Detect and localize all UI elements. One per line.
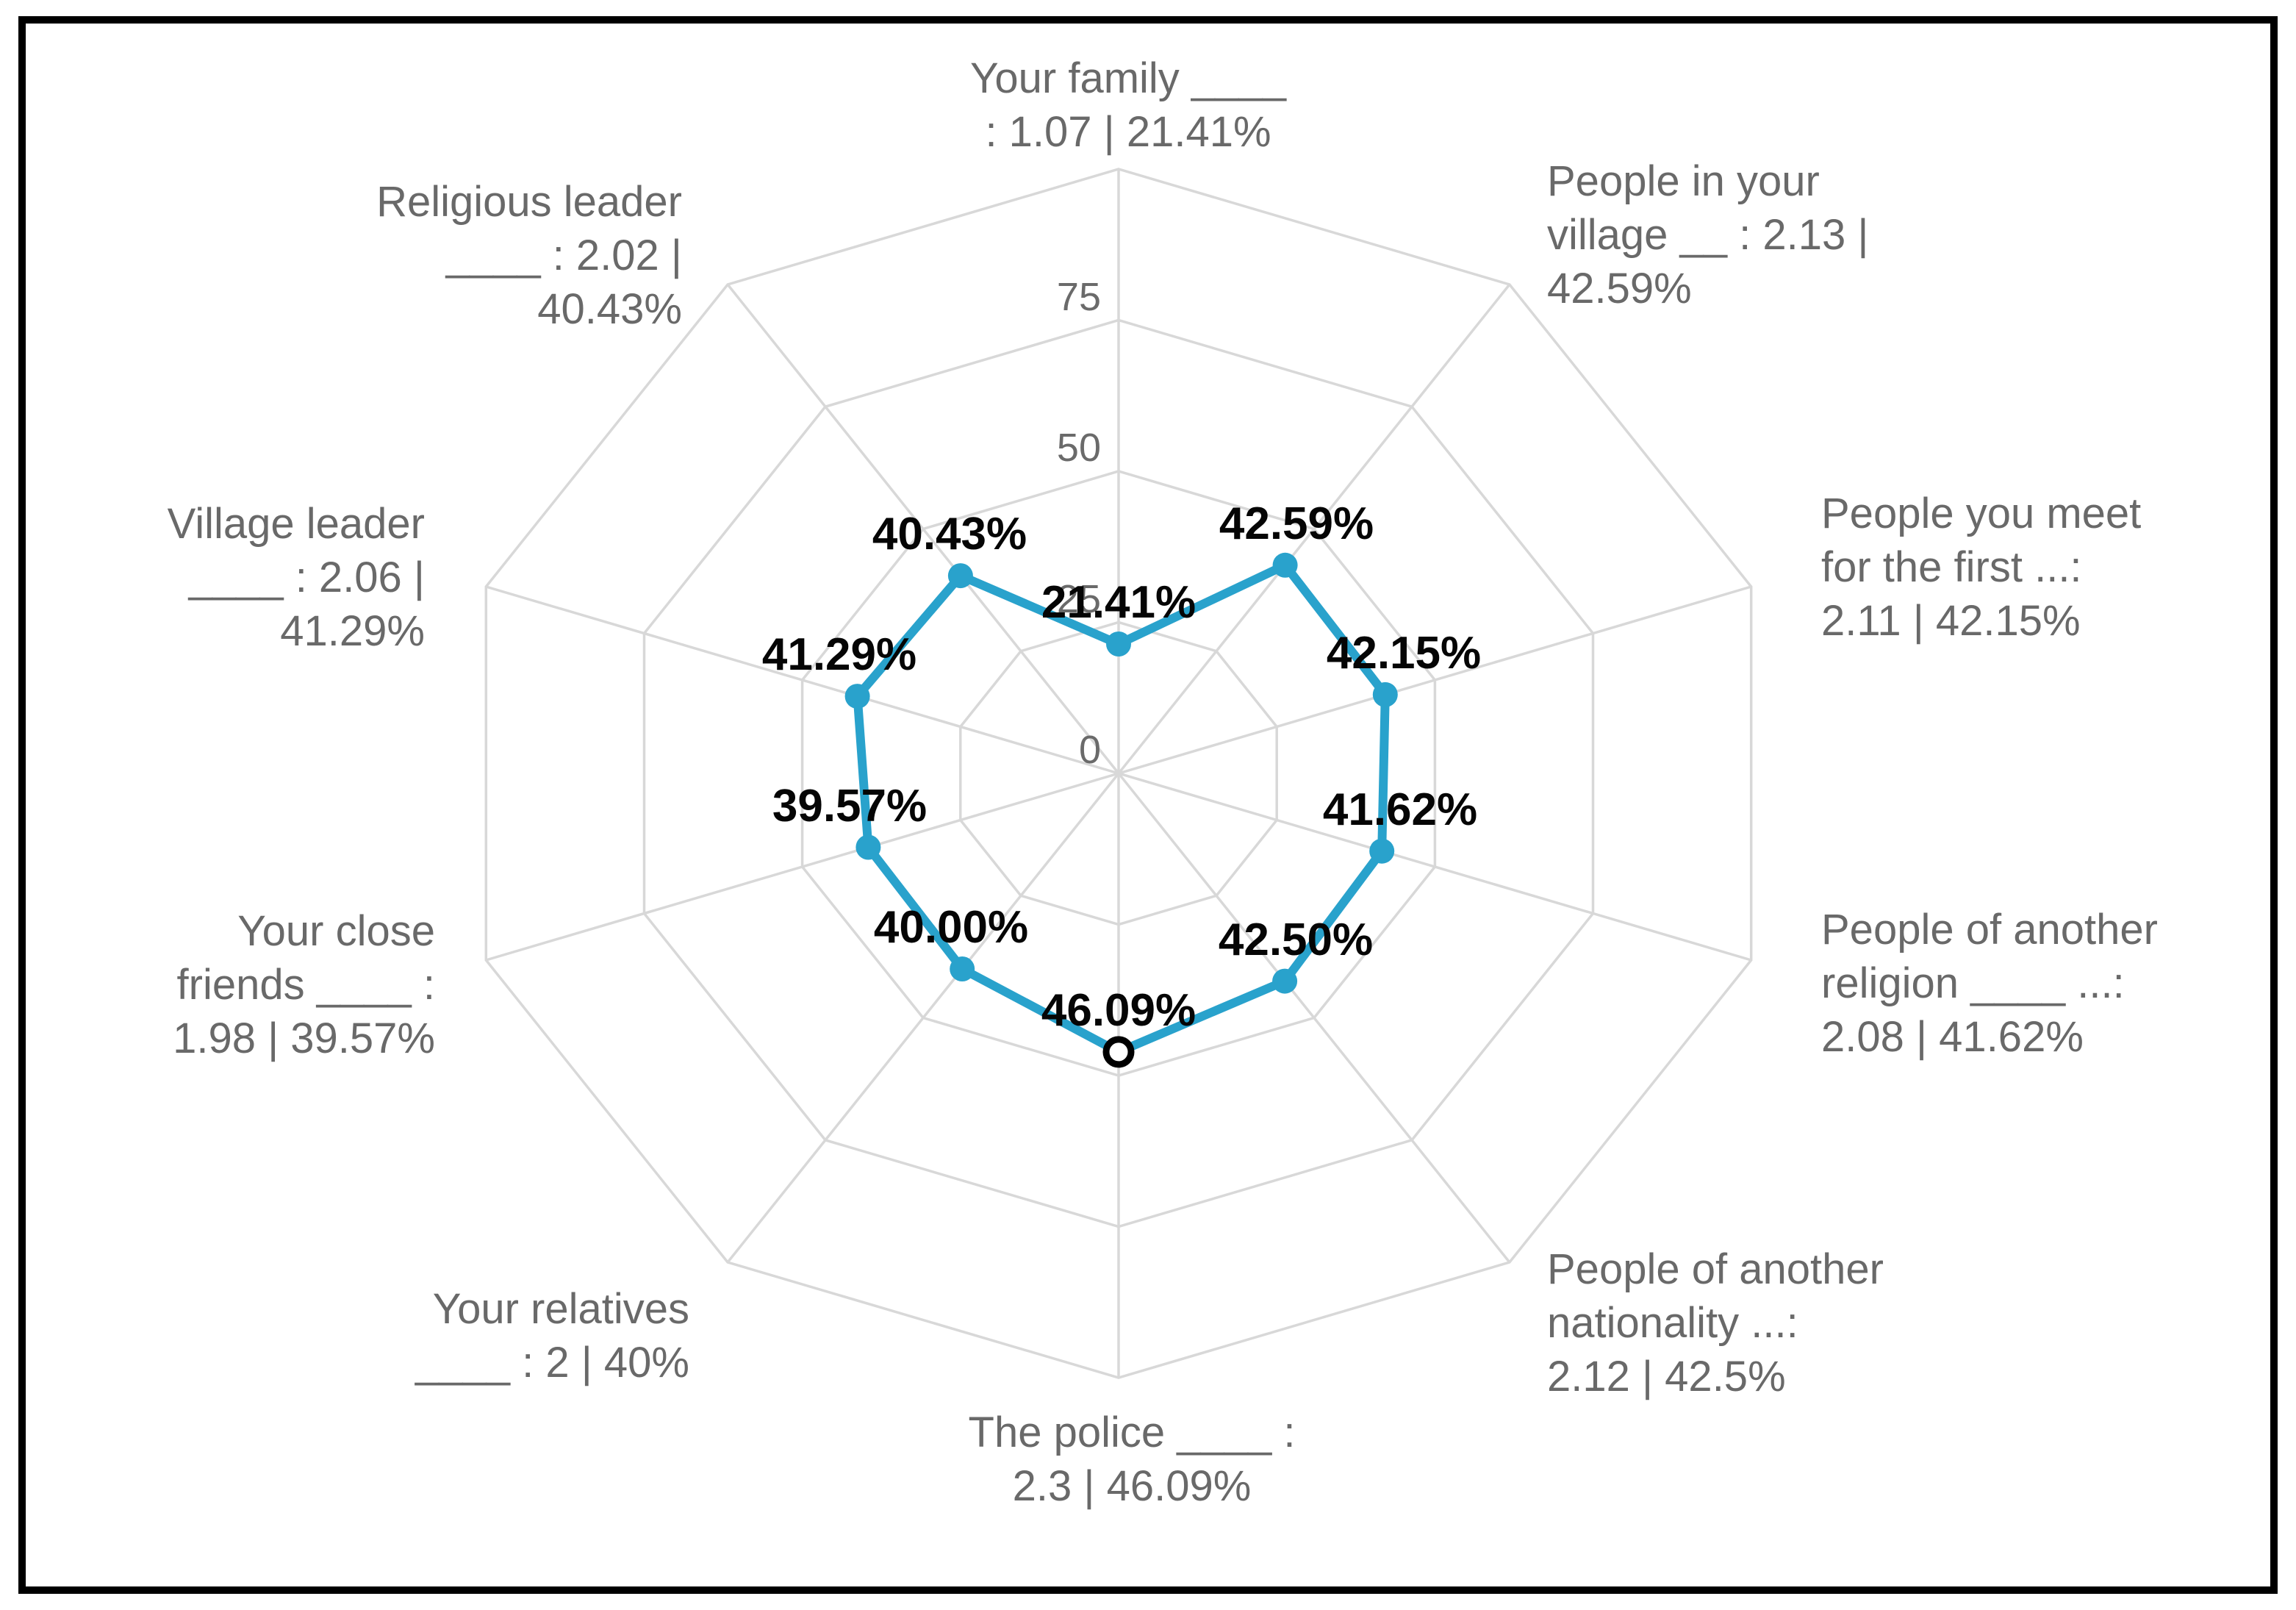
data-point-label: 41.62% (1323, 784, 1477, 835)
axis-label-your-relatives: Your relatives ____ : 2 | 40% (415, 1285, 689, 1387)
data-point-marker[interactable] (1272, 968, 1298, 994)
axis-label-people-another-religion: People of another religion ____ ...: 2.0… (1821, 906, 2158, 1062)
data-point-marker[interactable] (844, 684, 870, 709)
radial-axis-tick: 50 (1057, 426, 1101, 470)
grid-spoke (726, 772, 1120, 1264)
axis-label-people-another-nationality: People of another nationality ...: 2.12 … (1547, 1245, 1884, 1401)
grid-spoke (726, 283, 1120, 775)
data-point-marker[interactable] (1106, 632, 1131, 656)
grid-spoke (1117, 283, 1511, 775)
axis-label-the-police: The police ____ : 2.3 | 46.09% (968, 1409, 1296, 1511)
grid-spoke (1118, 772, 1752, 962)
data-point-marker[interactable] (1369, 838, 1395, 864)
data-point-marker[interactable] (1372, 681, 1398, 707)
data-point-label: 46.09% (1041, 985, 1196, 1036)
data-point-marker[interactable] (855, 834, 881, 860)
data-point-label: 42.59% (1219, 498, 1374, 549)
axis-label-people-you-meet-first: People you meet for the first ...: 2.11 … (1821, 490, 2142, 645)
grid-spoke (485, 585, 1119, 775)
data-point-label: 42.15% (1327, 628, 1481, 679)
data-point-marker-open[interactable] (1102, 1036, 1135, 1068)
grid-spoke (1118, 585, 1752, 775)
radar-grid (484, 168, 1753, 1379)
data-point-label: 21.41% (1041, 577, 1196, 628)
data-point-label: 39.57% (772, 781, 927, 831)
axis-label-your-close-friends: Your close friends ____ : 1.98 | 39.57% (173, 907, 435, 1063)
axis-label-religious-leader: Religious leader ____ : 2.02 | 40.43% (376, 178, 682, 334)
axis-label-people-in-your-village: People in your village __ : 2.13 | 42.59… (1547, 157, 1869, 313)
chart-frame-border (18, 16, 2278, 1594)
axis-label-your-family: Your family ____ : 1.07 | 21.41% (970, 54, 1286, 157)
data-point-label: 42.50% (1219, 915, 1373, 965)
data-point-marker[interactable] (950, 956, 975, 981)
radial-axis-tick: 0 (1079, 728, 1101, 772)
data-point-marker[interactable] (1272, 552, 1298, 578)
grid-spoke (485, 772, 1119, 962)
grid-spoke (1117, 772, 1511, 1264)
data-point-marker[interactable] (947, 563, 973, 589)
axis-label-village-leader: Village leader ____ : 2.06 | 41.29% (167, 500, 425, 656)
radial-axis-tick: 75 (1057, 275, 1101, 319)
data-point-label: 41.29% (762, 629, 916, 680)
radial-axis-tick: 25 (1057, 577, 1101, 621)
data-point-label: 40.00% (874, 902, 1028, 953)
data-point-label: 40.43% (872, 509, 1027, 559)
